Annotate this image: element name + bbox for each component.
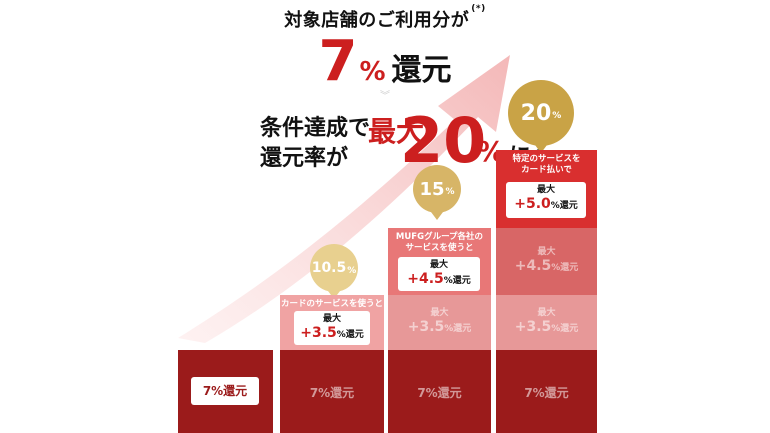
base-rate-text: 7%還元 bbox=[309, 386, 355, 400]
bonus-ghost: 最大 +3.5%還元 bbox=[496, 307, 597, 337]
column-base-only: 7%還元 bbox=[178, 350, 273, 433]
base-segment: 7%還元 bbox=[178, 350, 273, 433]
segment-heading: MUFGグループ各社の サービスを使うと bbox=[388, 232, 491, 254]
rate-bubble-10-5: 10.5% bbox=[310, 244, 358, 292]
bubble-percent: % bbox=[445, 187, 455, 197]
bubble-percent: % bbox=[347, 266, 357, 276]
bubble-value: 20 bbox=[520, 100, 552, 126]
bonus-value: +4.5 bbox=[407, 271, 444, 287]
card-service-segment: カードのサービスを使うと 最大 +3.5%還元 bbox=[280, 295, 384, 350]
bonus-unit: %還元 bbox=[444, 324, 472, 334]
bonus-card: 最大 +4.5%還元 bbox=[398, 257, 480, 291]
bonus-max-label: 最大 bbox=[322, 314, 341, 324]
bubble-value: 10.5 bbox=[311, 260, 347, 276]
bonus-value: +3.5 bbox=[514, 319, 552, 335]
group-service-segment: MUFGグループ各社の サービスを使うと 最大 +4.5%還元 bbox=[388, 228, 491, 295]
bonus-card: 最大 +3.5%還元 bbox=[294, 311, 370, 345]
specific-service-segment: 特定のサービスを カード払いで 最大 +5.0%還元 bbox=[496, 150, 597, 228]
base-rate-number: 7 bbox=[318, 29, 358, 94]
bonus-value: +4.5 bbox=[514, 258, 552, 274]
base-segment: 7%還元 bbox=[280, 350, 384, 433]
max-label: 最大 bbox=[368, 115, 425, 148]
headline: 対象店舗のご利用分が(*) bbox=[0, 4, 770, 32]
bonus-max-label: 最大 bbox=[430, 308, 449, 318]
base-rate-percent: % bbox=[359, 57, 386, 87]
base-rate: 7% 還元 bbox=[0, 34, 770, 90]
column-card-service: カードのサービスを使うと 最大 +3.5%還元 7%還元 bbox=[280, 295, 384, 433]
rate-bubble-15: 15% bbox=[413, 165, 461, 213]
bonus-unit: %還元 bbox=[443, 276, 471, 286]
card-service-segment: 最大 +3.5%還元 bbox=[388, 295, 491, 350]
bonus-card: 最大 +5.0%還元 bbox=[506, 182, 586, 218]
base-segment: 7%還元 bbox=[388, 350, 491, 433]
bonus-value: +3.5 bbox=[407, 319, 445, 335]
segment-heading-line-2: サービスを使うと bbox=[405, 243, 474, 253]
column-specific-service: 特定のサービスを カード払いで 最大 +5.0%還元 最大 +4.5%還元 最大… bbox=[496, 150, 597, 433]
base-segment: 7%還元 bbox=[496, 350, 597, 433]
chevron-down-icon: ︾ bbox=[380, 91, 390, 102]
base-rate-suffix: 還元 bbox=[391, 53, 452, 88]
segment-heading-line-1: MUFGグループ各社の bbox=[395, 232, 484, 242]
base-rate-pill: 7%還元 bbox=[191, 377, 259, 405]
segment-heading: カードのサービスを使うと bbox=[280, 299, 383, 309]
bonus-ghost: 最大 +3.5%還元 bbox=[388, 307, 491, 337]
base-rate-text: 7%還元 bbox=[417, 386, 462, 400]
segment-heading-line-1: 特定のサービスを bbox=[512, 154, 581, 164]
bonus-unit: %還元 bbox=[550, 201, 578, 211]
condition-line-1: 条件達成で bbox=[260, 116, 371, 141]
bonus-max-label: 最大 bbox=[537, 308, 556, 318]
bonus-max-label: 最大 bbox=[537, 247, 556, 257]
column-group-service: MUFGグループ各社の サービスを使うと 最大 +4.5%還元 最大 +3.5%… bbox=[388, 228, 491, 433]
bonus-value: +5.0 bbox=[514, 196, 551, 212]
bonus-ghost: 最大 +4.5%還元 bbox=[496, 246, 597, 276]
bubble-percent: % bbox=[552, 111, 562, 121]
headline-text: 対象店舗のご利用分が bbox=[284, 10, 470, 31]
max-rate-number: 20 bbox=[400, 104, 487, 177]
bonus-value: +3.5 bbox=[300, 325, 337, 341]
bonus-unit: %還元 bbox=[551, 263, 579, 273]
rate-bubble-20: 20% bbox=[508, 80, 574, 146]
group-service-segment: 最大 +4.5%還元 bbox=[496, 228, 597, 295]
bonus-unit: %還元 bbox=[551, 324, 579, 334]
segment-heading-line-2: カード払いで bbox=[521, 165, 572, 175]
bubble-value: 15 bbox=[419, 178, 445, 200]
bonus-max-label: 最大 bbox=[536, 185, 555, 195]
base-rate-text: 7%還元 bbox=[524, 386, 569, 400]
card-service-segment: 最大 +3.5%還元 bbox=[496, 295, 597, 350]
segment-heading: 特定のサービスを カード払いで bbox=[496, 154, 597, 176]
bonus-unit: %還元 bbox=[336, 330, 364, 340]
footnote-mark: (*) bbox=[471, 4, 486, 14]
condition-line-2: 還元率が bbox=[260, 146, 349, 171]
bonus-max-label: 最大 bbox=[429, 260, 448, 270]
